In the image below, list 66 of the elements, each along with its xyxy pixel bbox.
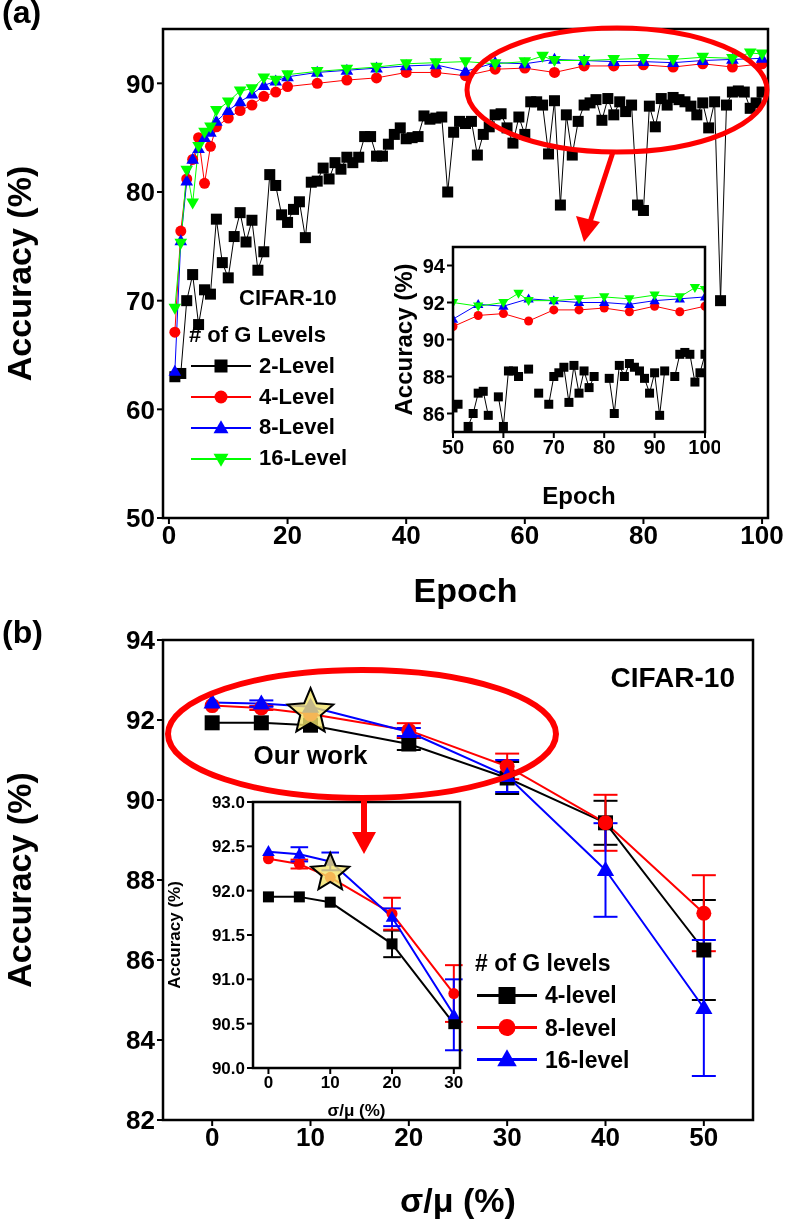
legend-label: 4-level [545,981,617,1011]
y-tick-label: 94 [422,254,446,277]
x-tick-label: 30 [492,1122,522,1153]
y-tick-label: 90 [126,785,155,816]
y-tick-label: 92.0 [211,881,245,901]
x-tick-label: 40 [391,520,421,551]
legend-label: 4-Level [259,382,335,411]
y-tick-label: 80 [126,177,155,208]
x-tick-label: 40 [591,1122,620,1153]
x-axis-title: Epoch [542,482,616,509]
y-tick-label: 88 [422,365,445,388]
y-tick-label: 70 [126,285,155,316]
legend-title: # of G levels [475,949,612,979]
x-tick-label: 50 [441,436,465,459]
y-tick-label: 92.5 [211,837,245,857]
x-tick-label: 60 [510,520,540,551]
chart-title: (a) [2,0,42,31]
y-tick-label: 90 [126,68,155,99]
x-tick-label: 0 [161,520,177,551]
y-tick-label: 88 [126,865,155,896]
x-axis-title: Epoch [413,570,518,609]
y-axis-title: Accuracy (%) [0,772,38,988]
y-axis-title: Accuracy (%) [164,881,184,989]
x-axis-title: σ/μ (%) [400,1180,516,1219]
y-tick-label: 60 [126,394,155,425]
y-tick-label: 84 [126,1025,156,1056]
x-tick-label: 0 [204,1122,220,1153]
y-axis-title: Accuracy (%) [389,263,417,416]
y-tick-label: 94 [126,625,156,656]
x-tick-label: 10 [320,1073,340,1093]
x-tick-label: 10 [296,1122,325,1153]
y-tick-label: 92 [422,291,445,314]
annotation: Our work [253,740,369,770]
x-tick-label: 100 [740,520,784,551]
y-tick-label: 90 [422,328,445,351]
x-tick-label: 20 [394,1122,424,1153]
x-tick-label: 90 [643,436,666,459]
y-tick-label: 92 [126,705,155,736]
y-axis-title: Accuracy (%) [0,165,38,382]
legend-label: 8-Level [259,413,335,442]
x-tick-label: 70 [542,436,565,459]
y-tick-label: 86 [422,402,445,425]
x-tick-label: 80 [628,520,658,551]
legend-label: 2-Level [259,351,335,380]
x-tick-label: 60 [492,436,515,459]
legend-label: 16-level [545,1045,630,1075]
chart-title: (b) [2,614,43,651]
y-tick-label: 91.5 [211,926,245,946]
x-tick-label: 100 [688,436,722,459]
x-axis-title: σ/μ (%) [327,1100,386,1120]
y-tick-label: 82 [126,1105,155,1136]
legend-label: 8-level [545,1013,617,1043]
y-tick-label: 93.0 [211,793,245,813]
y-tick-label: 90.0 [211,1059,245,1079]
y-tick-label: 91.0 [211,970,245,990]
x-tick-label: 20 [273,520,303,551]
y-tick-label: 86 [126,945,155,976]
annotation: CIFAR-10 [610,662,735,694]
annotation: CIFAR-10 [238,284,338,313]
x-tick-label: 50 [689,1122,719,1153]
x-tick-label: 80 [593,436,616,459]
legend-label: 16-Level [259,444,348,473]
x-tick-label: 30 [444,1073,464,1093]
x-tick-label: 20 [382,1073,402,1093]
y-tick-label: 90.5 [211,1014,245,1034]
x-tick-label: 0 [263,1073,274,1093]
